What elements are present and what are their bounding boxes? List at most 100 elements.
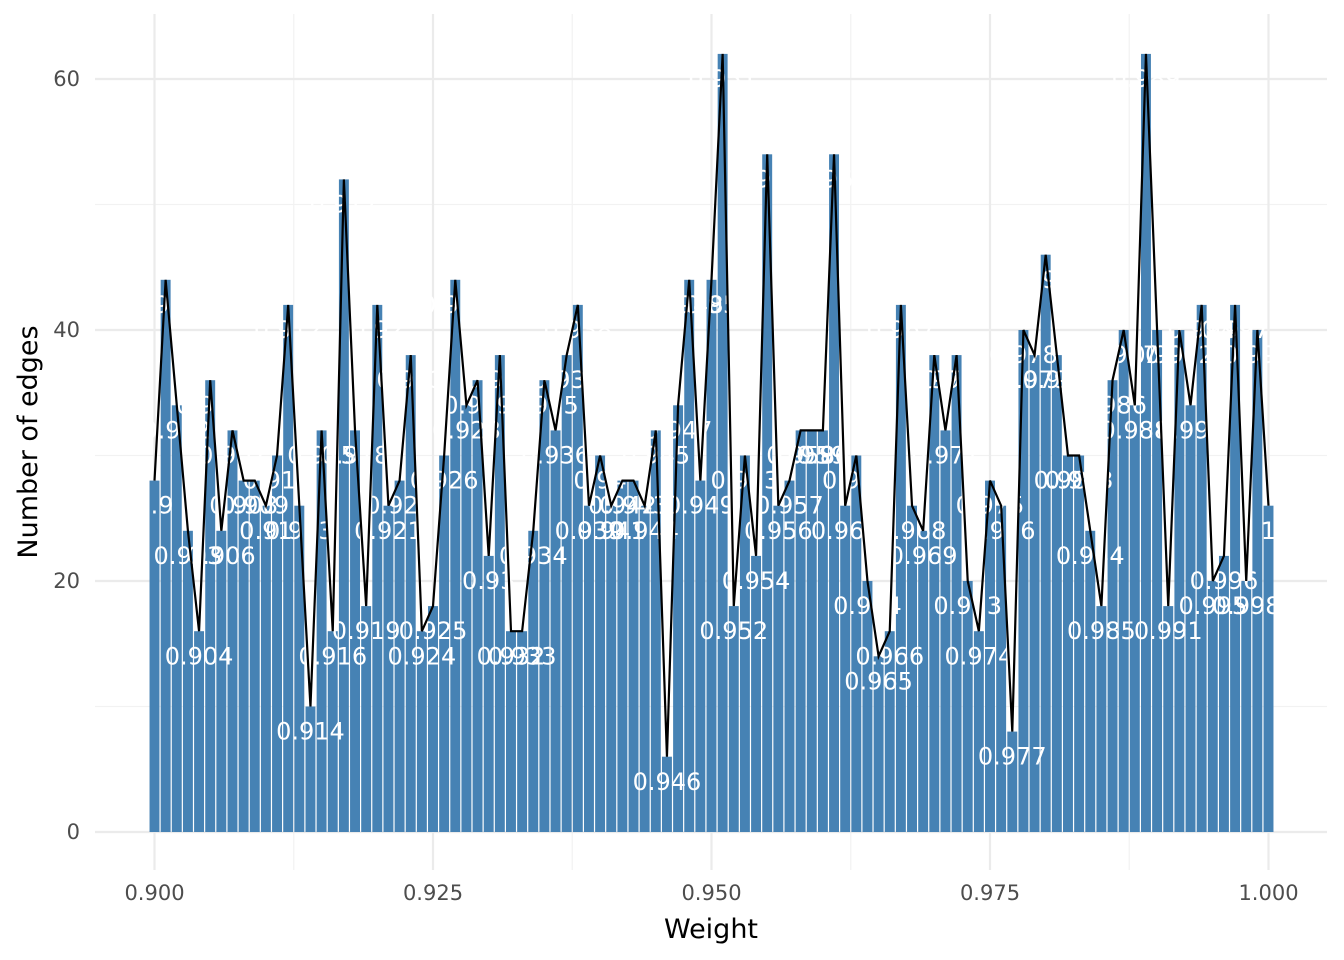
bar [1230,304,1241,832]
bar [205,380,216,832]
bar [951,355,962,832]
bar-label: 0.909 [220,492,289,520]
x-axis-title: Weight [664,914,758,945]
bar [962,581,973,832]
bar-label: 0.98 [1019,266,1072,294]
bar [795,430,806,832]
bar [350,430,360,832]
bar-label: 0.941 [577,517,646,545]
bar [940,430,951,832]
bar [383,505,394,832]
bar [1018,330,1029,832]
bar-label: 0.907 [198,442,267,470]
bar [929,355,940,832]
bar [216,530,227,832]
bar [1063,455,1073,832]
bar-label: 0.991 [1134,617,1203,645]
bar [1107,380,1118,832]
x-tick-label: 0.900 [124,881,184,905]
bar-label: 0.919 [332,617,401,645]
x-tick-label: 0.950 [681,881,741,905]
y-tick-label: 20 [53,569,80,593]
bar [1085,530,1096,832]
bar [439,455,450,832]
bar [661,756,672,832]
bar [494,355,505,832]
bar-label: 0.928 [432,416,501,444]
bar [394,480,405,832]
bar [1241,581,1252,832]
y-axis-ticks: 0 20 40 60 [53,67,80,844]
bar [572,304,583,832]
bar [506,631,516,832]
bar [895,304,906,832]
bar-label: 0.936 [521,442,590,470]
y-tick-label: 0 [67,820,80,844]
bar [283,304,294,832]
bar [728,606,739,832]
bar [784,480,795,832]
bar [517,631,528,832]
bar-label: 0.966 [855,642,924,670]
bar [907,505,917,832]
bar-label: 0.998 [1212,592,1281,620]
bar-label: 0.953 [711,467,780,495]
bar-label: 0.987 [1089,341,1158,369]
bar-label: 0.993 [1156,416,1225,444]
bar-label: 0.952 [699,617,768,645]
bar [973,631,984,832]
bar [684,279,695,832]
bar [238,480,249,832]
bar [428,606,438,832]
bar [483,555,494,832]
bar [1118,330,1129,832]
bar [884,631,895,832]
bar-label: 0.984 [1056,542,1125,570]
bar [149,480,160,832]
bar [160,279,171,832]
bar [706,279,717,832]
bar [985,480,995,832]
bar-label: 0.904 [165,642,234,670]
bar [450,279,461,832]
bar-label: 0.924 [388,642,457,670]
bar-label: 0.995 [1178,592,1247,620]
bar-label: 0.963 [822,467,891,495]
x-tick-label: 1.000 [1238,881,1298,905]
bar [416,631,427,832]
bar [673,405,684,832]
bar-label: 0.903 [154,542,223,570]
bar [182,530,193,832]
bar [583,505,594,832]
bar-label: 0.932 [477,642,546,670]
bar [650,430,661,832]
bar [628,480,639,832]
bar [1263,505,1274,832]
bar [1196,304,1207,832]
bar [739,455,750,832]
bar-label: 0.939 [555,517,624,545]
bar [1040,254,1051,832]
bar [528,530,539,832]
bar [1129,405,1140,832]
bar [873,656,884,832]
x-axis-ticks: 0.900 0.925 0.950 0.975 1.000 [124,881,1298,905]
bar [171,405,182,832]
bar-label: 0.949 [666,492,735,520]
bar-label: 0.926 [410,467,479,495]
bar-label: 0.981 [1022,366,1091,394]
bar [1218,555,1229,832]
trend-line [153,53,1270,757]
bar [606,505,617,832]
bar [461,405,472,832]
bar-label: 0.935 [510,391,579,419]
bar [1007,731,1018,832]
bar [272,455,283,832]
bar [1051,355,1062,832]
bar [918,530,929,832]
y-tick-label: 40 [53,318,80,342]
bar [327,631,338,832]
bar-label: 0.974 [945,642,1014,670]
bar [762,154,773,833]
bar-label: 0.971 [911,442,980,470]
